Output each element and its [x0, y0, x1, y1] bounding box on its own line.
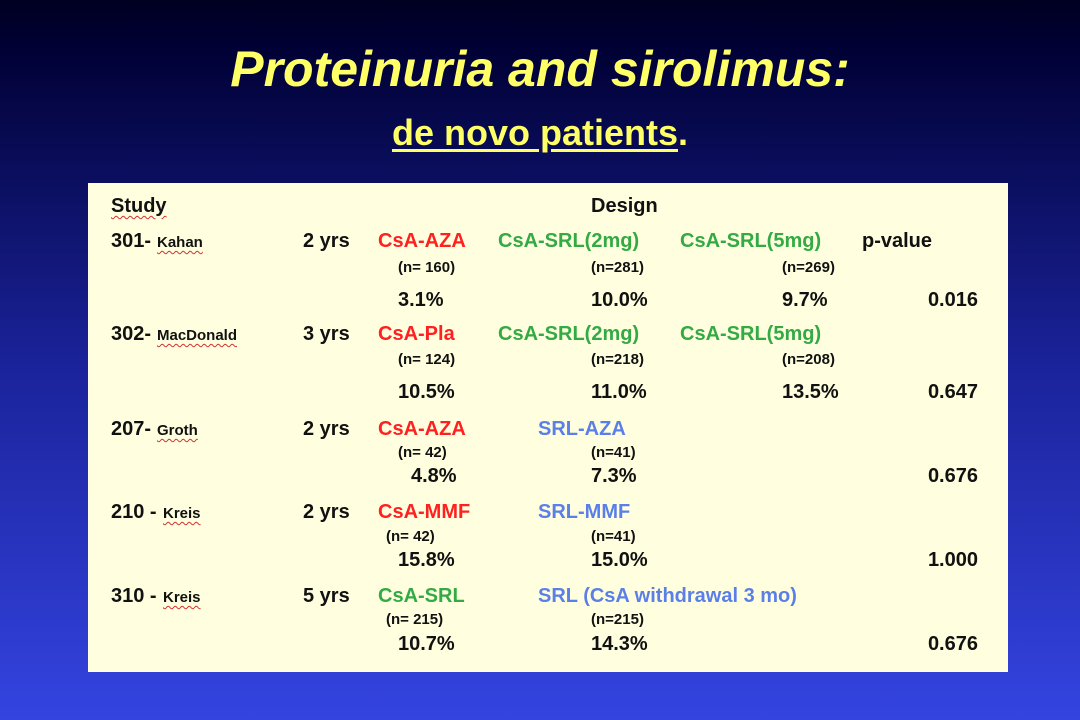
- arm-n: (n= 42): [386, 528, 435, 545]
- study-author: Groth: [157, 422, 198, 439]
- slide-title: Proteinuria and sirolimus:: [230, 41, 850, 97]
- study-id: 210 -: [111, 501, 157, 523]
- arm-result: 7.3%: [591, 465, 637, 487]
- arm-n: (n= 215): [386, 611, 444, 628]
- arm-n: (n= 124): [398, 351, 456, 368]
- arm-n: (n=281): [591, 259, 644, 276]
- arm-result: 9.7%: [782, 289, 828, 311]
- table-panel: Study Design p-value 301- Kahan 2 yrs CsA-AZA (…: [88, 183, 1008, 672]
- subtitle-text: de novo patients: [391, 112, 678, 153]
- pvalue-header: p-value: [862, 230, 933, 252]
- arm-n: (n=215): [591, 611, 644, 628]
- slide-subtitle: de novo patients.: [0, 112, 1080, 154]
- study-duration: 2 yrs: [303, 418, 350, 440]
- study-author: Kreis: [163, 589, 201, 606]
- study-duration: 3 yrs: [303, 323, 350, 345]
- arm-n: (n=41): [591, 444, 636, 461]
- arm-result: 3.1%: [398, 289, 444, 311]
- arm-result: 15.0%: [591, 549, 648, 571]
- arm-name: CsA-MMF: [378, 501, 471, 523]
- arm-n: (n= 160): [398, 259, 456, 276]
- arm-n: (n=41): [591, 528, 636, 545]
- design-header: Design: [591, 195, 658, 217]
- arm-result: 11.0%: [591, 381, 647, 403]
- p-value: 0.676: [927, 633, 978, 655]
- study-duration: 2 yrs: [303, 501, 350, 523]
- arm-result: 10.0%: [591, 289, 648, 311]
- arm-result: 4.8%: [411, 465, 457, 487]
- arm-name: CsA-SRL(2mg): [498, 323, 640, 345]
- arm-result: 14.3%: [591, 633, 648, 655]
- arm-result: 15.8%: [398, 549, 455, 571]
- arm-name: SRL-MMF: [538, 501, 631, 523]
- arm-name: CsA-Pla: [378, 323, 455, 345]
- study-id: 207-: [111, 418, 152, 440]
- study-author: MacDonald: [157, 327, 238, 344]
- arm-name: CsA-AZA: [378, 230, 466, 252]
- subtitle-end: .: [678, 112, 689, 153]
- p-value: 0.647: [927, 381, 978, 403]
- study-duration: 5 yrs: [303, 585, 350, 607]
- arm-result: 10.5%: [398, 381, 455, 403]
- arm-result: 10.7%: [398, 633, 455, 655]
- arm-n: (n=269): [782, 259, 835, 276]
- study-duration: 2 yrs: [303, 230, 350, 252]
- arm-name: CsA-SRL: [378, 585, 465, 607]
- arm-name: CsA-SRL(5mg): [680, 323, 822, 345]
- arm-name: CsA-SRL(2mg): [498, 230, 640, 252]
- arm-name: CsA-AZA: [378, 418, 466, 440]
- arm-name: CsA-SRL(5mg): [680, 230, 822, 252]
- arm-n: (n=218): [591, 351, 644, 368]
- arm-name: SRL-AZA: [538, 418, 626, 440]
- study-id: 302-: [111, 323, 152, 345]
- arm-name: SRL (CsA withdrawal 3 mo): [538, 585, 797, 607]
- study-author: Kahan: [157, 234, 203, 251]
- study-author: Kreis: [163, 505, 201, 522]
- study-header: Study: [111, 195, 167, 217]
- study-id: 310 -: [111, 585, 157, 607]
- p-value: 0.016: [927, 289, 978, 311]
- arm-result: 13.5%: [782, 381, 839, 403]
- p-value: 0.676: [927, 465, 978, 487]
- p-value: 1.000: [927, 549, 978, 571]
- arm-n: (n=208): [782, 351, 835, 368]
- arm-n: (n= 42): [398, 444, 447, 461]
- study-id: 301-: [111, 230, 152, 252]
